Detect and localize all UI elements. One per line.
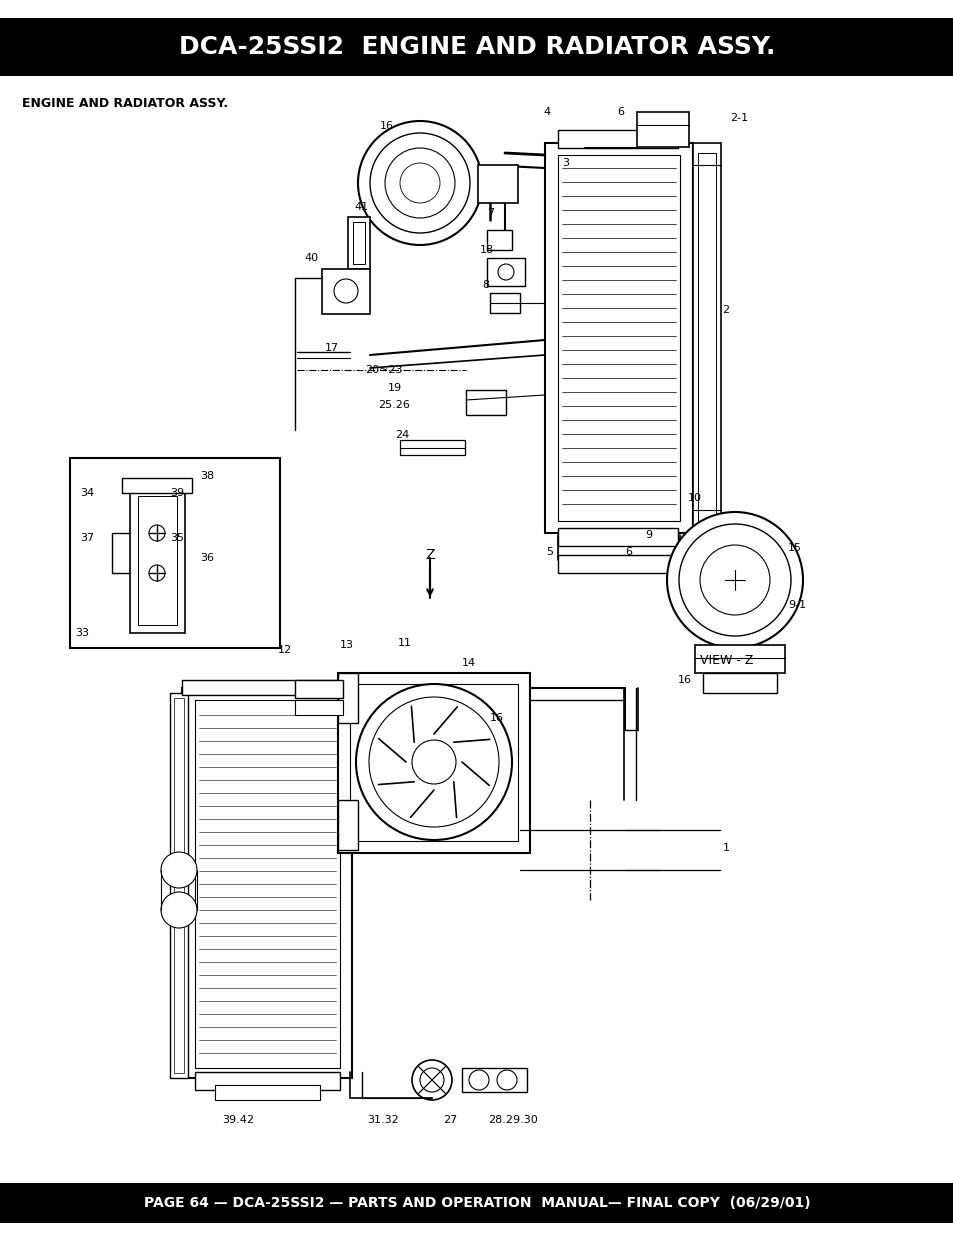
Bar (337, 673, 530, 853)
Bar (702, 673, 776, 693)
Bar (194, 700, 339, 1068)
Bar (477, 165, 517, 203)
Text: 14: 14 (461, 658, 476, 668)
Text: 10: 10 (687, 493, 701, 503)
Text: 9-1: 9-1 (787, 600, 805, 610)
Text: 18: 18 (479, 245, 494, 254)
Circle shape (161, 852, 196, 888)
Text: 36: 36 (200, 553, 213, 563)
Text: 5: 5 (545, 547, 553, 557)
Bar (182, 688, 352, 1078)
Bar (353, 222, 365, 264)
Bar (138, 496, 177, 625)
Circle shape (497, 1070, 517, 1091)
Circle shape (469, 1070, 489, 1091)
Text: PAGE 64 — DCA-25SSI2 — PARTS AND OPERATION  MANUAL— FINAL COPY  (06/29/01): PAGE 64 — DCA-25SSI2 — PARTS AND OPERATI… (144, 1195, 809, 1210)
Circle shape (666, 513, 802, 648)
Bar (173, 698, 184, 1073)
Text: 34: 34 (80, 488, 94, 498)
Text: 28.29.30: 28.29.30 (488, 1115, 537, 1125)
Text: 7: 7 (486, 207, 494, 219)
Circle shape (412, 1060, 452, 1100)
Text: 16: 16 (379, 121, 394, 131)
Text: 8: 8 (481, 280, 489, 290)
Text: 16: 16 (490, 713, 503, 722)
Bar (0, 1183, 953, 1223)
Bar (322, 269, 370, 314)
Bar (350, 684, 517, 841)
Text: 37: 37 (80, 534, 94, 543)
Bar (122, 478, 192, 493)
Bar (70, 458, 280, 648)
Text: 9: 9 (644, 530, 652, 540)
Text: DCA-25SSI2  ENGINE AND RADIATOR ASSY.: DCA-25SSI2 ENGINE AND RADIATOR ASSY. (178, 35, 775, 59)
Bar (399, 440, 464, 454)
Bar (337, 673, 357, 722)
Text: 4: 4 (542, 107, 550, 117)
Text: 38: 38 (200, 471, 213, 480)
Text: 16: 16 (678, 676, 691, 685)
Text: 41: 41 (354, 203, 368, 212)
Bar (692, 143, 720, 531)
Bar (0, 19, 953, 77)
Bar (698, 153, 716, 521)
Bar (465, 390, 505, 415)
Text: 20~23: 20~23 (365, 366, 402, 375)
Text: 24: 24 (395, 430, 409, 440)
Text: 1: 1 (722, 844, 729, 853)
Bar (558, 156, 679, 521)
Bar (695, 645, 784, 673)
Text: 31.32: 31.32 (367, 1115, 398, 1125)
Circle shape (355, 684, 512, 840)
Text: 3: 3 (561, 158, 568, 168)
Bar (294, 700, 343, 715)
Text: 25.26: 25.26 (377, 400, 410, 410)
Bar (558, 130, 678, 148)
Text: 13: 13 (339, 640, 354, 650)
Text: 40: 40 (304, 253, 317, 263)
Bar (294, 680, 343, 698)
Bar (170, 693, 188, 1078)
Circle shape (149, 525, 165, 541)
Bar (182, 680, 352, 695)
Bar (544, 143, 692, 534)
Bar (461, 1068, 526, 1092)
Text: 39.42: 39.42 (222, 1115, 253, 1125)
Text: 15: 15 (787, 543, 801, 553)
Text: 12: 12 (277, 645, 292, 655)
Circle shape (149, 564, 165, 580)
Bar (348, 217, 370, 269)
Bar (337, 800, 357, 850)
Circle shape (357, 121, 481, 245)
Text: 17: 17 (325, 343, 338, 353)
Text: 2-1: 2-1 (729, 112, 747, 124)
Circle shape (334, 279, 357, 303)
Text: 19: 19 (388, 383, 402, 393)
Text: 27: 27 (442, 1115, 456, 1125)
Text: ENGINE AND RADIATOR ASSY.: ENGINE AND RADIATOR ASSY. (22, 98, 228, 110)
Bar (490, 293, 519, 312)
Text: 6: 6 (617, 107, 623, 117)
Bar (130, 488, 185, 634)
Bar (558, 555, 679, 573)
Text: VIEW - Z: VIEW - Z (700, 653, 753, 667)
Text: 33: 33 (75, 629, 89, 638)
Text: 39: 39 (170, 488, 184, 498)
Bar (486, 230, 512, 249)
Text: Z: Z (424, 548, 434, 562)
Circle shape (161, 892, 196, 927)
Bar (486, 258, 524, 287)
Bar (637, 112, 688, 147)
Bar (558, 529, 678, 546)
Text: 2: 2 (721, 305, 728, 315)
Text: 35: 35 (170, 534, 184, 543)
Text: 6: 6 (624, 547, 631, 557)
Bar (214, 1086, 319, 1100)
Text: 11: 11 (397, 638, 412, 648)
Bar (194, 1072, 339, 1091)
